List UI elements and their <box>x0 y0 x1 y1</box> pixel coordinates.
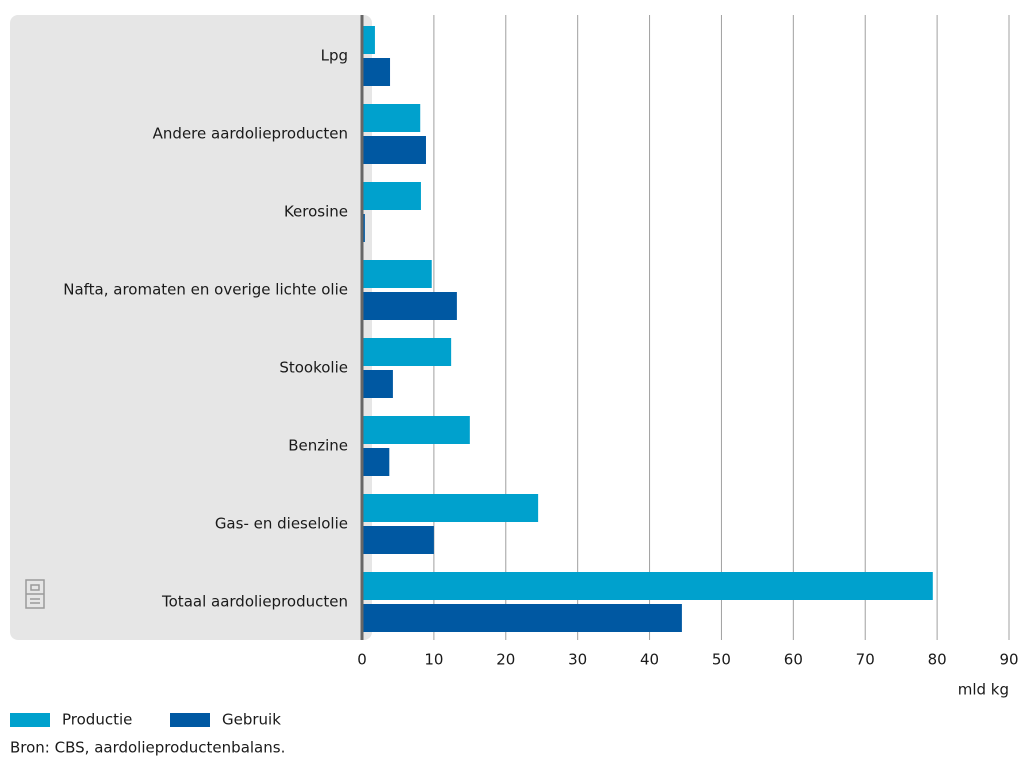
bar <box>362 260 432 288</box>
x-tick-label: 30 <box>568 651 587 669</box>
bar <box>362 604 682 632</box>
x-tick-label: 80 <box>928 651 947 669</box>
y-tick-label: Totaal aardolieproducten <box>161 593 348 611</box>
cbs-logo <box>25 579 45 609</box>
bar <box>362 416 470 444</box>
bar <box>362 526 434 554</box>
bar <box>362 572 933 600</box>
legend-swatch <box>170 713 210 727</box>
legend-label: Productie <box>62 711 132 729</box>
bar <box>362 104 421 132</box>
y-tick-label: Andere aardolieproducten <box>153 125 348 143</box>
x-tick-label: 90 <box>999 651 1018 669</box>
x-tick-label: 40 <box>640 651 659 669</box>
x-tick-label: 0 <box>357 651 367 669</box>
x-tick-label: 20 <box>496 651 515 669</box>
bar <box>362 338 452 366</box>
legend-label: Gebruik <box>222 711 281 729</box>
bar <box>362 494 539 522</box>
y-tick-label: Gas- en dieselolie <box>215 515 348 533</box>
bar <box>362 182 421 210</box>
x-axis-label: mld kg <box>958 681 1009 699</box>
y-tick-label: Lpg <box>321 47 348 65</box>
bar <box>362 136 426 164</box>
y-tick-label: Kerosine <box>284 203 348 221</box>
legend-swatch <box>10 713 50 727</box>
bar <box>362 448 390 476</box>
x-tick-label: 70 <box>856 651 875 669</box>
category-panel <box>10 15 372 640</box>
bar <box>362 58 391 86</box>
bar <box>362 292 457 320</box>
y-tick-label: Benzine <box>288 437 348 455</box>
bar <box>362 26 375 54</box>
source: Bron: CBS, aardolieproductenbalans. <box>10 739 285 757</box>
x-tick-label: 60 <box>784 651 803 669</box>
y-tick-label: Stookolie <box>279 359 348 377</box>
bar <box>362 370 393 398</box>
x-tick-label: 50 <box>712 651 731 669</box>
y-tick-label: Nafta, aromaten en overige lichte olie <box>63 281 348 299</box>
x-tick-label: 10 <box>424 651 443 669</box>
